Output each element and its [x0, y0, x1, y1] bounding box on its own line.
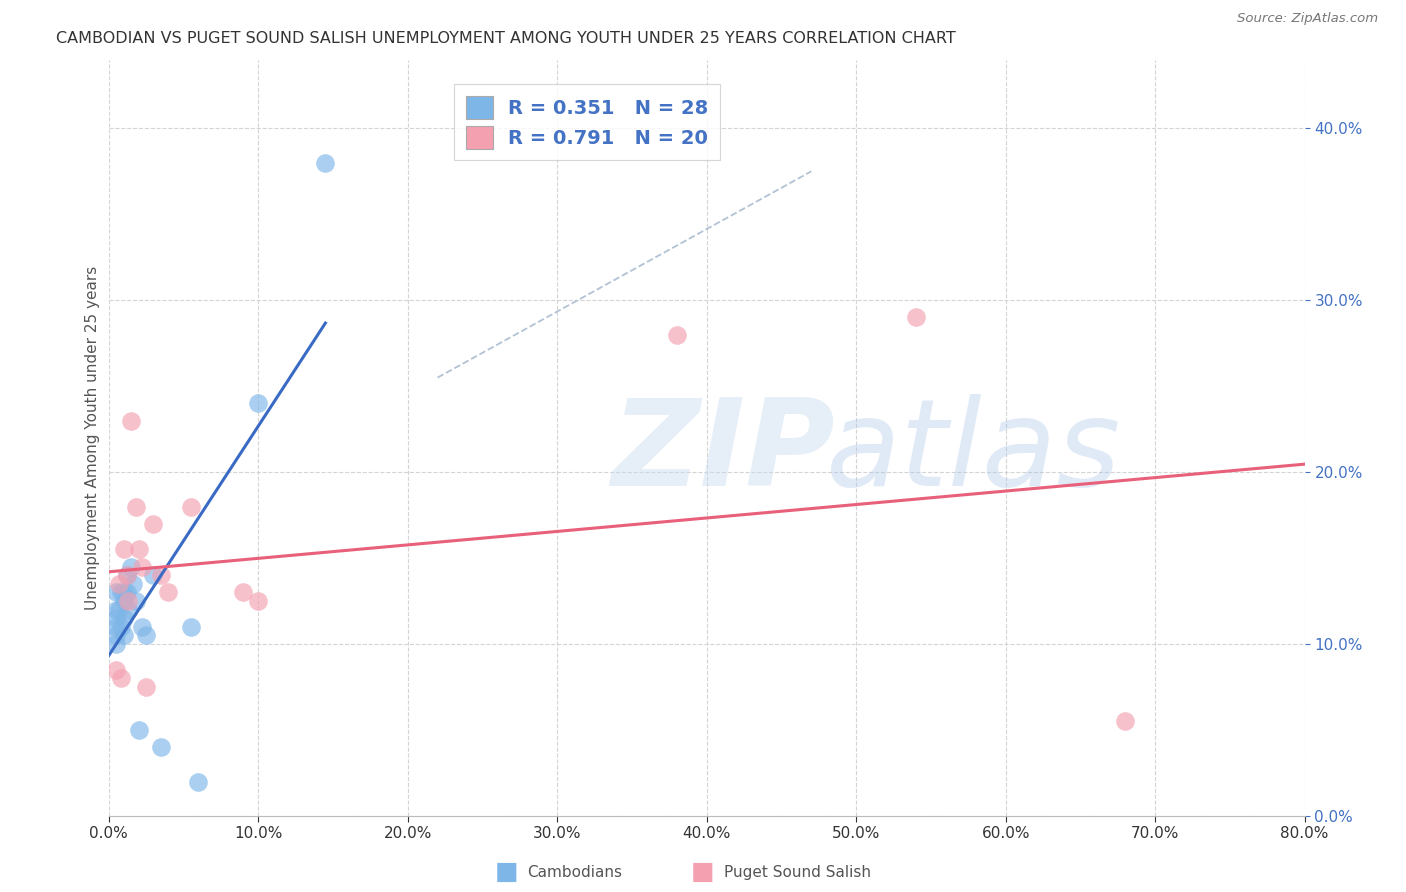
Point: [314, 155, 336, 169]
Point: [110, 620, 132, 634]
Point: [105, 602, 128, 616]
Point: [904, 310, 927, 325]
Point: [115, 585, 138, 599]
Point: [128, 542, 150, 557]
Point: [124, 500, 146, 514]
Point: [112, 628, 135, 642]
Point: [142, 568, 165, 582]
Point: [1114, 714, 1136, 729]
Point: [247, 396, 270, 410]
Point: [131, 620, 153, 634]
Point: [124, 594, 146, 608]
Point: [105, 628, 128, 642]
Text: ■: ■: [692, 861, 714, 884]
Point: [112, 585, 135, 599]
Point: [105, 637, 128, 651]
Text: Cambodians: Cambodians: [527, 865, 623, 880]
Point: [115, 568, 138, 582]
Point: [117, 594, 139, 608]
Point: [131, 559, 153, 574]
Point: [115, 568, 138, 582]
Text: ■: ■: [495, 861, 517, 884]
Point: [128, 723, 150, 737]
Point: [665, 327, 688, 342]
Text: atlas: atlas: [827, 394, 1122, 511]
Point: [112, 611, 135, 625]
Point: [112, 542, 135, 557]
Point: [135, 628, 157, 642]
Text: CAMBODIAN VS PUGET SOUND SALISH UNEMPLOYMENT AMONG YOUTH UNDER 25 YEARS CORRELAT: CAMBODIAN VS PUGET SOUND SALISH UNEMPLOY…: [56, 31, 956, 46]
Point: [180, 500, 202, 514]
Point: [105, 663, 128, 677]
Text: Source: ZipAtlas.com: Source: ZipAtlas.com: [1237, 12, 1378, 25]
Point: [108, 602, 131, 616]
Point: [135, 680, 157, 694]
Point: [157, 585, 180, 599]
Point: [105, 611, 128, 625]
Point: [121, 577, 143, 591]
Point: [110, 672, 132, 686]
Point: [187, 774, 209, 789]
Point: [105, 620, 128, 634]
Text: ZIP: ZIP: [612, 394, 835, 511]
Point: [110, 585, 132, 599]
Point: [142, 516, 165, 531]
Point: [108, 577, 131, 591]
Point: [117, 602, 139, 616]
Legend: R = 0.351   N = 28, R = 0.791   N = 20: R = 0.351 N = 28, R = 0.791 N = 20: [454, 85, 720, 161]
Point: [105, 585, 128, 599]
Point: [120, 559, 142, 574]
Point: [247, 594, 270, 608]
Y-axis label: Unemployment Among Youth under 25 years: Unemployment Among Youth under 25 years: [86, 266, 100, 610]
Point: [180, 620, 202, 634]
Point: [232, 585, 254, 599]
Text: Puget Sound Salish: Puget Sound Salish: [724, 865, 872, 880]
Point: [149, 568, 172, 582]
Point: [149, 740, 172, 755]
Point: [120, 413, 142, 427]
Point: [112, 594, 135, 608]
